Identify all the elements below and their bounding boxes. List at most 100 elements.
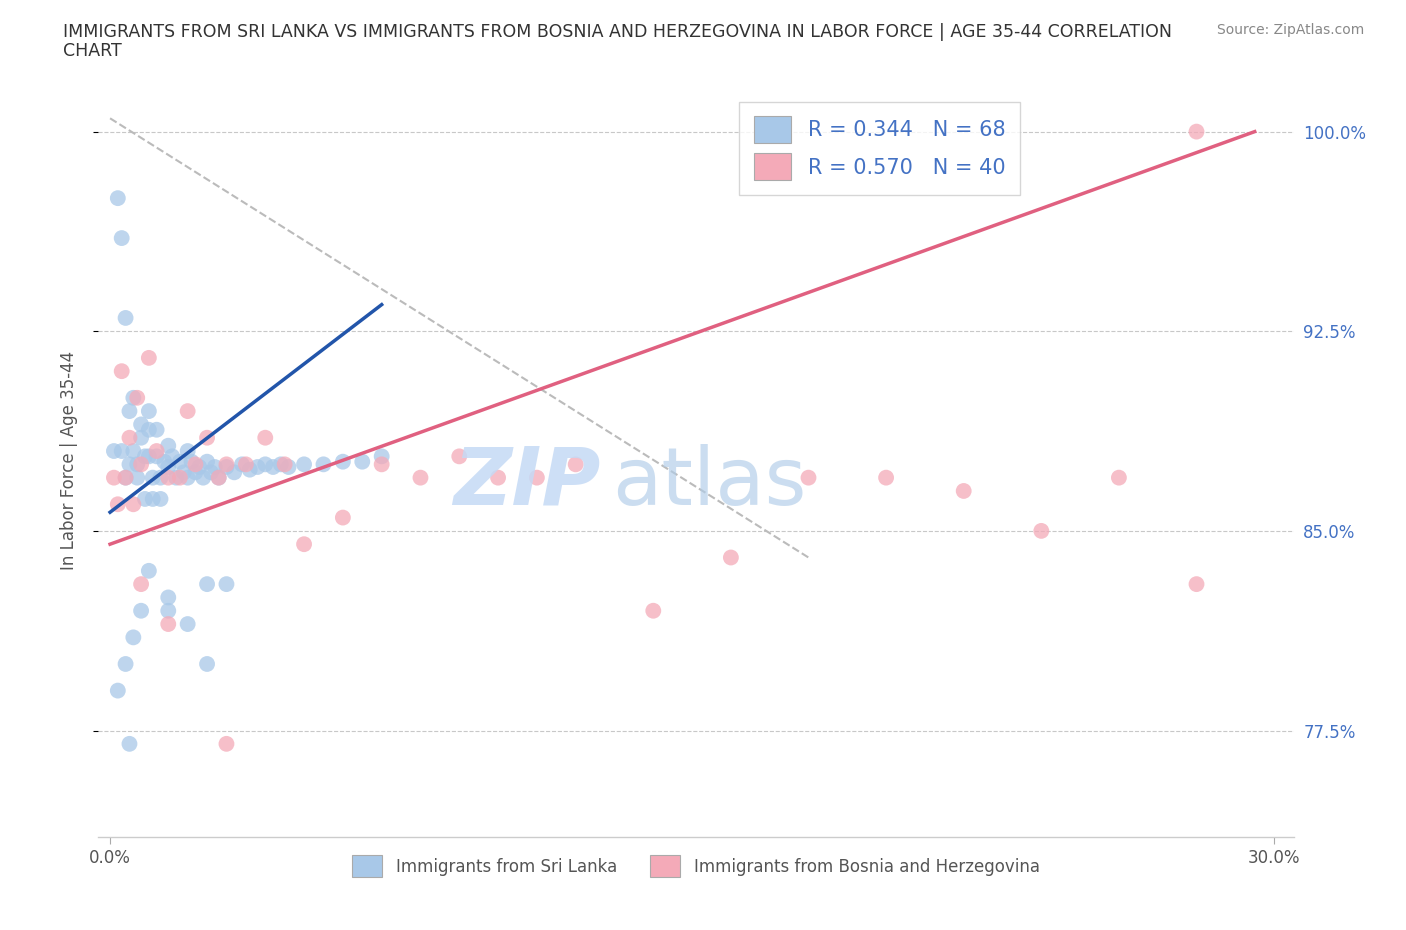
Point bbox=[149, 471, 172, 485]
Point bbox=[157, 471, 180, 485]
Point bbox=[142, 492, 165, 507]
Point bbox=[195, 454, 218, 469]
Point bbox=[370, 457, 392, 472]
Point bbox=[114, 657, 136, 671]
Point bbox=[370, 449, 392, 464]
Point bbox=[952, 484, 974, 498]
Point bbox=[332, 511, 354, 525]
Point bbox=[292, 537, 315, 551]
Point bbox=[409, 471, 432, 485]
Point bbox=[107, 684, 129, 698]
Text: atlas: atlas bbox=[613, 444, 807, 522]
Point bbox=[204, 459, 226, 474]
Point bbox=[184, 465, 207, 480]
Point bbox=[195, 657, 218, 671]
Legend: Immigrants from Sri Lanka, Immigrants from Bosnia and Herzegovina: Immigrants from Sri Lanka, Immigrants fr… bbox=[344, 847, 1047, 885]
Point bbox=[200, 465, 222, 480]
Text: CHART: CHART bbox=[63, 42, 122, 60]
Point bbox=[122, 444, 145, 458]
Point bbox=[118, 457, 141, 472]
Point bbox=[169, 471, 191, 485]
Point bbox=[157, 590, 180, 604]
Point bbox=[138, 404, 160, 418]
Point bbox=[273, 457, 295, 472]
Point bbox=[239, 462, 262, 477]
Point bbox=[122, 630, 145, 644]
Point bbox=[292, 457, 315, 472]
Point bbox=[215, 459, 238, 474]
Text: ZIP: ZIP bbox=[453, 444, 600, 522]
Point bbox=[138, 422, 160, 437]
Point bbox=[254, 431, 277, 445]
Point bbox=[107, 497, 129, 512]
Point bbox=[215, 457, 238, 472]
Point bbox=[149, 492, 172, 507]
Point bbox=[157, 617, 180, 631]
Point bbox=[138, 564, 160, 578]
Point bbox=[195, 431, 218, 445]
Point bbox=[107, 191, 129, 206]
Point bbox=[145, 422, 167, 437]
Point bbox=[160, 449, 183, 464]
Point bbox=[157, 459, 180, 474]
Point bbox=[129, 604, 152, 618]
Point bbox=[254, 457, 277, 472]
Point bbox=[138, 449, 160, 464]
Point bbox=[1185, 577, 1208, 591]
Point bbox=[215, 737, 238, 751]
Point bbox=[142, 471, 165, 485]
Point bbox=[235, 457, 257, 472]
Point bbox=[129, 431, 152, 445]
Point bbox=[797, 471, 820, 485]
Point bbox=[231, 457, 253, 472]
Point bbox=[176, 404, 198, 418]
Point bbox=[145, 444, 167, 458]
Point bbox=[118, 431, 141, 445]
Point bbox=[526, 471, 548, 485]
Point bbox=[643, 604, 665, 618]
Point bbox=[114, 311, 136, 325]
Point bbox=[1031, 524, 1053, 538]
Point bbox=[134, 492, 156, 507]
Point bbox=[208, 471, 231, 485]
Point bbox=[564, 457, 586, 472]
Point bbox=[173, 465, 195, 480]
Text: Source: ZipAtlas.com: Source: ZipAtlas.com bbox=[1216, 23, 1364, 37]
Point bbox=[129, 457, 152, 472]
Point bbox=[215, 577, 238, 591]
Point bbox=[114, 471, 136, 485]
Point bbox=[165, 471, 187, 485]
Point bbox=[176, 471, 198, 485]
Point bbox=[176, 444, 198, 458]
Point bbox=[118, 404, 141, 418]
Point bbox=[122, 497, 145, 512]
Point bbox=[129, 577, 152, 591]
Point bbox=[312, 457, 335, 472]
Point bbox=[169, 454, 191, 469]
Point bbox=[875, 471, 897, 485]
Point bbox=[195, 577, 218, 591]
Point bbox=[134, 449, 156, 464]
Point bbox=[176, 617, 198, 631]
Point bbox=[184, 457, 207, 472]
Point bbox=[270, 457, 292, 472]
Point bbox=[1108, 471, 1130, 485]
Point bbox=[127, 471, 149, 485]
Point bbox=[103, 444, 125, 458]
Point bbox=[246, 459, 269, 474]
Point bbox=[138, 351, 160, 365]
Point bbox=[157, 604, 180, 618]
Point bbox=[111, 444, 134, 458]
Point bbox=[118, 737, 141, 751]
Point bbox=[193, 471, 215, 485]
Point bbox=[111, 364, 134, 379]
Text: IMMIGRANTS FROM SRI LANKA VS IMMIGRANTS FROM BOSNIA AND HERZEGOVINA IN LABOR FOR: IMMIGRANTS FROM SRI LANKA VS IMMIGRANTS … bbox=[63, 23, 1173, 41]
Point bbox=[103, 471, 125, 485]
Point bbox=[208, 471, 231, 485]
Point bbox=[224, 465, 246, 480]
Point bbox=[129, 417, 152, 432]
Point bbox=[153, 454, 176, 469]
Point bbox=[277, 459, 299, 474]
Point bbox=[486, 471, 509, 485]
Point bbox=[127, 457, 149, 472]
